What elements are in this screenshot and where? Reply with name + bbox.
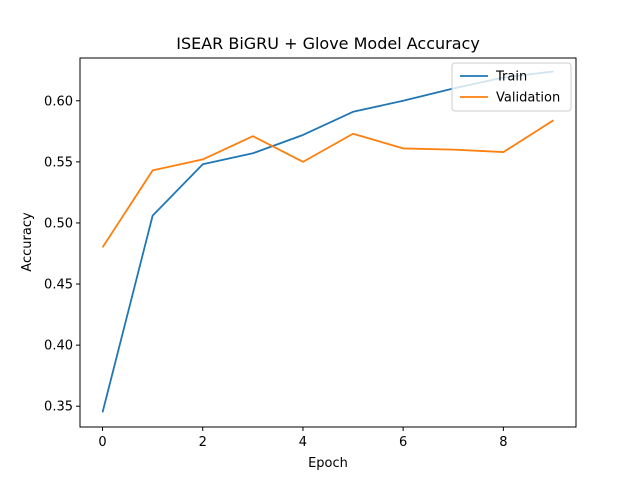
chart-title: ISEAR BiGRU + Glove Model Accuracy <box>176 34 480 53</box>
legend-label: Validation <box>496 91 560 106</box>
y-axis: 0.35 0.40 0.45 0.50 0.55 0.60 <box>44 94 80 415</box>
y-tick-label: 0.60 <box>44 94 73 109</box>
x-axis-label: Epoch <box>308 456 348 471</box>
y-tick-label: 0.35 <box>44 400 73 415</box>
y-tick-label: 0.40 <box>44 339 73 354</box>
x-tick-label: 0 <box>98 435 106 450</box>
legend-box <box>451 62 572 112</box>
legend-label: Train <box>495 70 527 85</box>
x-tick-label: 6 <box>399 435 407 450</box>
x-tick-label: 8 <box>499 435 507 450</box>
series-line-validation <box>101 119 554 248</box>
y-tick-label: 0.55 <box>44 155 73 170</box>
plot-background <box>80 58 576 427</box>
plot-frame <box>79 57 577 428</box>
x-tick-label: 2 <box>199 435 207 450</box>
y-axis-label: Accuracy <box>20 212 35 272</box>
legend: Train Validation <box>451 62 572 112</box>
x-tick-label: 4 <box>299 435 307 450</box>
y-tick-label: 0.50 <box>44 216 73 231</box>
y-tick-label: 0.45 <box>44 278 73 293</box>
x-axis: 0 2 4 6 8 <box>98 427 507 450</box>
